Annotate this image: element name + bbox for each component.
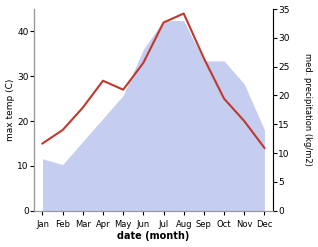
- Y-axis label: med. precipitation (kg/m2): med. precipitation (kg/m2): [303, 53, 313, 166]
- X-axis label: date (month): date (month): [117, 231, 190, 242]
- Y-axis label: max temp (C): max temp (C): [5, 79, 15, 141]
